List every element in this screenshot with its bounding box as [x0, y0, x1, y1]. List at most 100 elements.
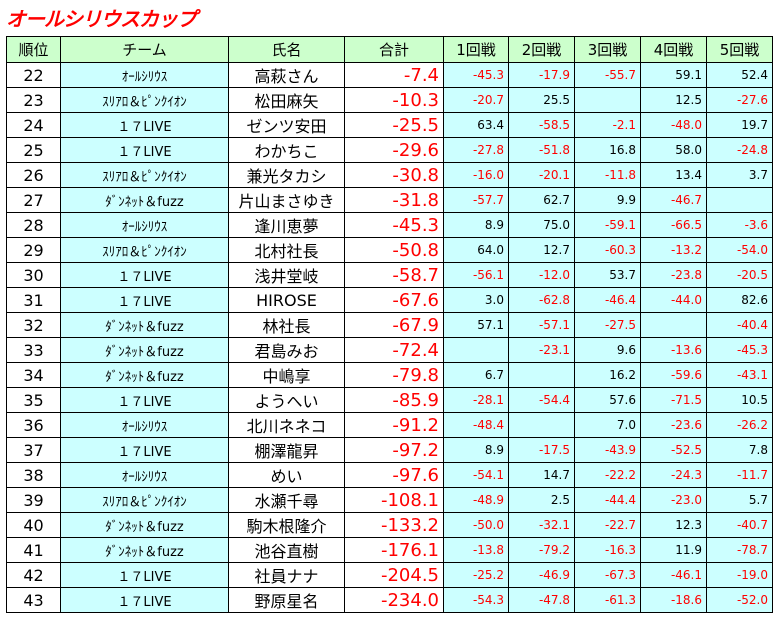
table-row: 27 ﾀﾞﾝﾈｯﾄ＆fuzz 片山まさゆき -31.8 -57.7 62.7 9.9 -46.…: [6, 187, 773, 213]
name-cell: 水瀬千尋: [228, 487, 345, 513]
team-cell: １７LIVE: [60, 587, 229, 613]
table-row: 25 １７LIVE わかちこ -29.6 -27.8 -51.8 16.8 58.0 -24.8: [6, 137, 773, 163]
name-cell: 林社長: [228, 312, 345, 338]
round-cell: 9.9: [574, 187, 641, 213]
team-cell: ｵｰﾙｼﾘｳｽ: [60, 412, 229, 438]
round-cell: 53.7: [574, 262, 641, 288]
table-body: 22 ｵｰﾙｼﾘｳｽ 高萩さん -7.4 -45.3 -17.9 -55.7 59.1 52.4…: [6, 62, 773, 613]
round-cell: 57.1: [443, 312, 509, 338]
team-cell: ﾀﾞﾝﾈｯﾄ＆fuzz: [60, 187, 229, 213]
table-row: 34 ﾀﾞﾝﾈｯﾄ＆fuzz 中嶋享 -79.8 6.7 16.2 -59.6 -43.1: [6, 362, 773, 388]
team-cell: ﾀﾞﾝﾈｯﾄ＆fuzz: [60, 537, 229, 563]
round-cell: -43.9: [574, 437, 641, 463]
round-cell: -13.6: [640, 337, 707, 363]
round-cell: -22.7: [574, 512, 641, 538]
round-cell: -51.8: [508, 137, 575, 163]
total-cell: -108.1: [344, 487, 444, 513]
round-cell: 19.7: [706, 112, 773, 138]
round-cell: -24.8: [706, 137, 773, 163]
total-cell: -31.8: [344, 187, 444, 213]
rank-cell: 29: [6, 237, 61, 263]
round-cell: 9.6: [574, 337, 641, 363]
table-row: 37 １７LIVE 棚澤龍昇 -97.2 8.9 -17.5 -43.9 -52.5 7.8: [6, 437, 773, 463]
round-cell: -23.0: [640, 487, 707, 513]
name-cell: 高萩さん: [228, 62, 345, 88]
total-cell: -30.8: [344, 162, 444, 188]
column-header: 1回戦: [443, 36, 509, 63]
round-cell: -46.9: [508, 562, 575, 588]
round-cell: 12.5: [640, 87, 707, 113]
rank-cell: 25: [6, 137, 61, 163]
round-cell: 57.6: [574, 387, 641, 413]
rank-cell: 40: [6, 512, 61, 538]
round-cell: 7.8: [706, 437, 773, 463]
rank-cell: 43: [6, 587, 61, 613]
round-cell: 59.1: [640, 62, 707, 88]
round-cell: -54.1: [443, 462, 509, 488]
round-cell: [706, 187, 773, 213]
round-cell: -58.5: [508, 112, 575, 138]
round-cell: 3.7: [706, 162, 773, 188]
name-cell: わかちこ: [228, 137, 345, 163]
round-cell: 13.4: [640, 162, 707, 188]
name-cell: 北村社長: [228, 237, 345, 263]
round-cell: -22.2: [574, 462, 641, 488]
rank-cell: 31: [6, 287, 61, 313]
round-cell: -13.2: [640, 237, 707, 263]
name-cell: 片山まさゆき: [228, 187, 345, 213]
round-cell: -40.4: [706, 312, 773, 338]
name-cell: 駒木根隆介: [228, 512, 345, 538]
round-cell: -46.1: [640, 562, 707, 588]
round-cell: 6.7: [443, 362, 509, 388]
round-cell: 12.3: [640, 512, 707, 538]
total-cell: -7.4: [344, 62, 444, 88]
round-cell: -52.5: [640, 437, 707, 463]
table-row: 39 ｽﾘｱﾛ＆ﾋﾟﾝｸｲｵﾝ 水瀬千尋 -108.1 -48.9 2.5 -44.4 -23…: [6, 487, 773, 513]
round-cell: -18.6: [640, 587, 707, 613]
total-cell: -91.2: [344, 412, 444, 438]
round-cell: 12.7: [508, 237, 575, 263]
name-cell: ようへい: [228, 387, 345, 413]
rank-cell: 28: [6, 212, 61, 238]
team-cell: １７LIVE: [60, 562, 229, 588]
round-cell: -57.7: [443, 187, 509, 213]
round-cell: -27.8: [443, 137, 509, 163]
round-cell: -13.8: [443, 537, 509, 563]
round-cell: -17.9: [508, 62, 575, 88]
total-cell: -67.9: [344, 312, 444, 338]
team-cell: １７LIVE: [60, 437, 229, 463]
rank-cell: 33: [6, 337, 61, 363]
round-cell: -2.1: [574, 112, 641, 138]
round-cell: -71.5: [640, 387, 707, 413]
table-row: 26 ｽﾘｱﾛ＆ﾋﾟﾝｸｲｵﾝ 兼光タカシ -30.8 -16.0 -20.1 -11.8 1…: [6, 162, 773, 188]
team-cell: ﾀﾞﾝﾈｯﾄ＆fuzz: [60, 362, 229, 388]
name-cell: 野原星名: [228, 587, 345, 613]
round-cell: [574, 87, 641, 113]
round-cell: 5.7: [706, 487, 773, 513]
round-cell: -57.1: [508, 312, 575, 338]
total-cell: -67.6: [344, 287, 444, 313]
round-cell: -23.6: [640, 412, 707, 438]
table-row: 30 １７LIVE 浅井堂岐 -58.7 -56.1 -12.0 53.7 -23.8 -20.…: [6, 262, 773, 288]
round-cell: -3.6: [706, 212, 773, 238]
round-cell: -48.9: [443, 487, 509, 513]
table-row: 31 １７LIVE HIROSE -67.6 3.0 -62.8 -46.4 -44.0 82.…: [6, 287, 773, 313]
round-cell: -20.5: [706, 262, 773, 288]
team-cell: ｵｰﾙｼﾘｳｽ: [60, 462, 229, 488]
total-cell: -204.5: [344, 562, 444, 588]
round-cell: -16.0: [443, 162, 509, 188]
round-cell: -16.3: [574, 537, 641, 563]
round-cell: -40.7: [706, 512, 773, 538]
table-row: 22 ｵｰﾙｼﾘｳｽ 高萩さん -7.4 -45.3 -17.9 -55.7 59.1 52.4: [6, 62, 773, 88]
round-cell: -66.5: [640, 212, 707, 238]
round-cell: -50.0: [443, 512, 509, 538]
rank-cell: 38: [6, 462, 61, 488]
round-cell: -61.3: [574, 587, 641, 613]
table-row: 36 ｵｰﾙｼﾘｳｽ 北川ネネコ -91.2 -48.4 7.0 -23.6 -26.2: [6, 412, 773, 438]
rank-cell: 42: [6, 562, 61, 588]
title: オールシリウスカップ: [6, 7, 197, 31]
column-header: 5回戦: [706, 36, 773, 63]
rank-cell: 36: [6, 412, 61, 438]
rank-cell: 37: [6, 437, 61, 463]
round-cell: -47.8: [508, 587, 575, 613]
